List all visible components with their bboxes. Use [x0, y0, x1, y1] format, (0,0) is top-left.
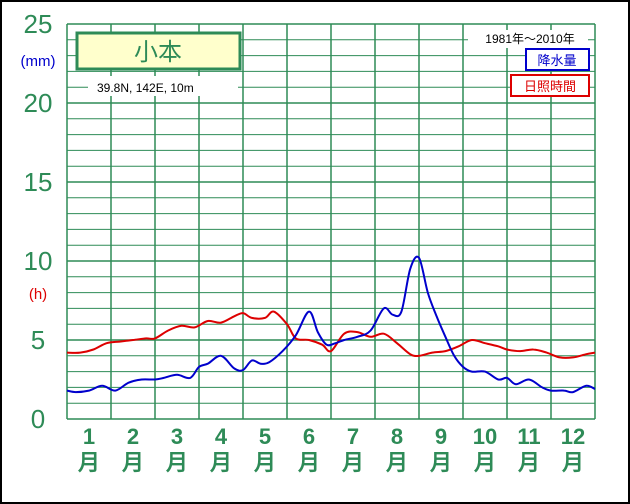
month-suffix-label: 月 — [561, 450, 584, 475]
period-label: 1981年〜2010年 — [485, 32, 574, 46]
month-suffix-label: 月 — [517, 450, 540, 475]
y-tick-label: 5 — [31, 325, 45, 355]
legend-sunshine-label: 日照時間 — [524, 79, 576, 94]
month-number-label: 10 — [473, 424, 497, 449]
month-number-label: 3 — [171, 424, 183, 449]
y-tick-label: 20 — [24, 88, 53, 118]
period-box — [468, 30, 588, 48]
station-location: 39.8N, 142E, 10m — [97, 81, 194, 95]
station-name-box — [75, 31, 242, 71]
month-number-label: 1 — [83, 424, 95, 449]
legend-precip — [525, 48, 590, 71]
legend-precip-label: 降水量 — [537, 53, 576, 68]
month-suffix-label: 月 — [341, 450, 364, 475]
month-suffix-label: 月 — [77, 450, 100, 475]
month-suffix-label: 月 — [429, 450, 452, 475]
month-suffix-label: 月 — [253, 450, 276, 475]
grid — [66, 23, 596, 420]
month-number-label: 9 — [435, 424, 447, 449]
location-box — [88, 76, 238, 96]
month-number-label: 11 — [517, 424, 540, 449]
y-tick-label: 10 — [24, 246, 53, 276]
month-suffix-label: 月 — [209, 450, 232, 475]
month-number-label: 6 — [303, 424, 315, 449]
y-tick-label: 15 — [24, 167, 53, 197]
sunshine-line — [66, 310, 596, 359]
month-number-label: 12 — [561, 424, 585, 449]
month-suffix-label: 月 — [385, 450, 408, 475]
precip-unit-label: (mm) — [21, 53, 56, 70]
sunshine-unit-label: (h) — [29, 286, 47, 303]
series-lines — [66, 255, 596, 394]
month-number-label: 5 — [259, 424, 271, 449]
month-number-label: 4 — [215, 424, 228, 449]
month-suffix-label: 月 — [473, 450, 496, 475]
month-number-label: 7 — [347, 424, 359, 449]
y-tick-label: 0 — [31, 404, 45, 434]
precipitation-line — [66, 255, 596, 394]
y-tick-label: 25 — [24, 9, 53, 39]
month-suffix-label: 月 — [297, 450, 320, 475]
station-name: 小本 — [134, 39, 182, 66]
month-number-label: 2 — [127, 424, 139, 449]
y-axis-ticks: 0 5 10 15 20 25 — [24, 9, 53, 434]
month-suffix-label: 月 — [121, 450, 144, 475]
month-number-label: 8 — [391, 424, 403, 449]
legend-sunshine — [510, 74, 590, 97]
month-suffix-label: 月 — [165, 450, 188, 475]
